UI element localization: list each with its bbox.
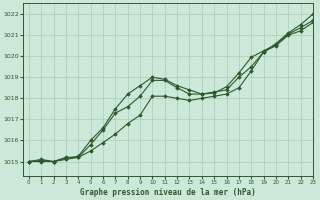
X-axis label: Graphe pression niveau de la mer (hPa): Graphe pression niveau de la mer (hPa) [80, 188, 256, 197]
